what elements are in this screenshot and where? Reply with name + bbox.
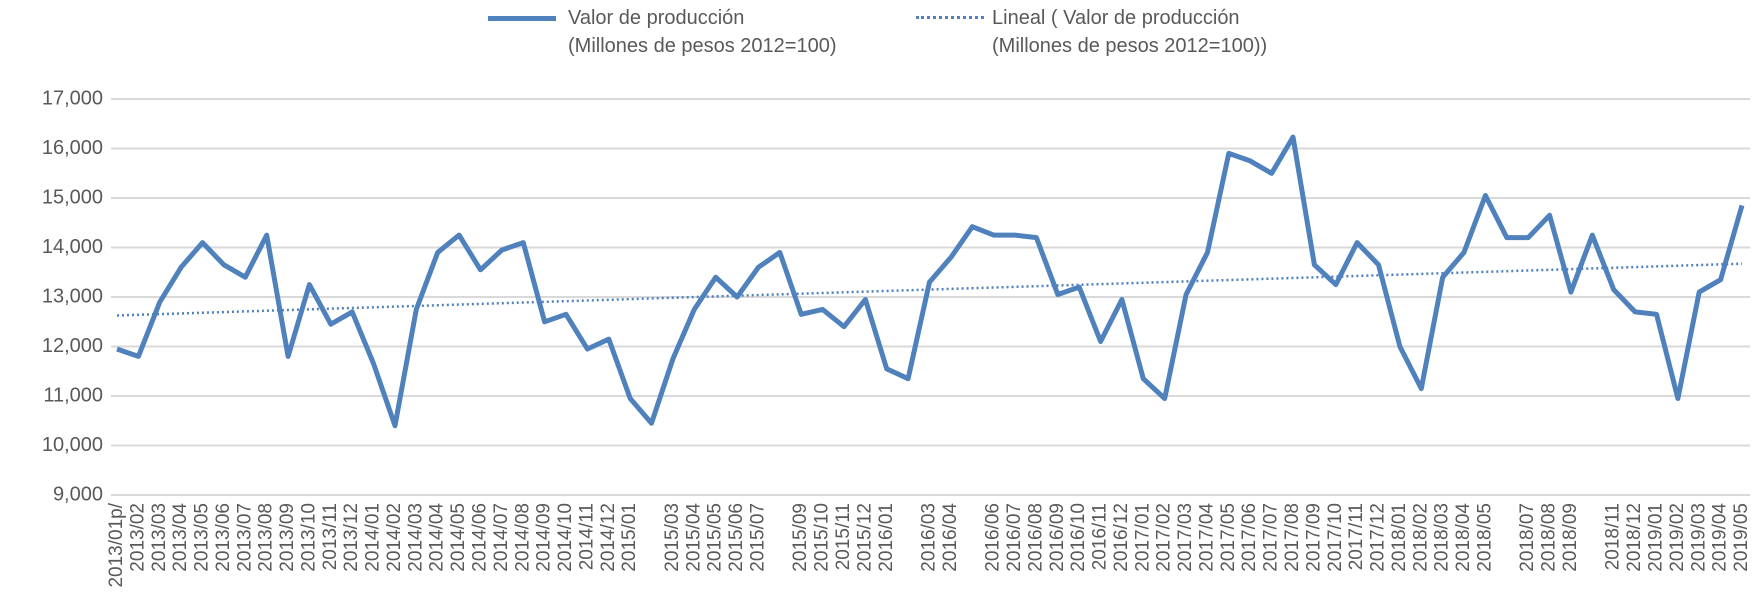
x-tick-label: 2018/07 [1517,503,1538,572]
series-line [116,134,1745,429]
x-tick-label: 2014/05 [448,503,469,572]
x-tick-label: 2015/09 [790,503,811,572]
x-tick-label: 2016/09 [1047,503,1068,572]
trend-line [116,262,1743,317]
x-tick-label: 2018/12 [1624,503,1645,572]
x-tick-label: 2017/05 [1218,503,1239,572]
x-tick-label: 2013/05 [192,503,213,572]
x-tick-label: 2018/09 [1560,503,1581,572]
x-tick-label: 2017/03 [1175,503,1196,572]
x-tick-label: 2013/02 [127,503,148,572]
legend-swatch [488,16,556,21]
x-tick-label: 2013/01p/ [106,502,127,587]
x-tick-label: 2014/10 [555,503,576,572]
x-tick-label: 2017/01 [1132,503,1153,572]
x-tick-label: 2014/04 [427,503,448,572]
x-tick-label: 2018/04 [1453,503,1474,572]
x-tick-label: 2017/07 [1261,503,1282,572]
x-tick-label: 2017/02 [1154,503,1175,572]
x-tick-label: 2017/06 [1239,503,1260,572]
x-tick-label: 2019/04 [1710,503,1731,572]
y-tick-label: 11,000 [43,384,103,406]
legend-label: Lineal ( Valor de producción (Millones d… [992,7,1268,57]
x-tick-label: 2016/12 [1111,503,1132,572]
x-tick-label: 2015/10 [812,503,833,572]
x-tick-label: 2018/03 [1432,503,1453,572]
x-tick-label: 2019/02 [1667,503,1688,572]
x-tick-label: 2014/09 [534,503,555,572]
x-tick-label: 2016/01 [876,503,897,572]
x-tick-label: 2013/06 [213,503,234,572]
x-tick-label: 2015/06 [726,503,747,572]
x-tick-label: 2016/04 [940,503,961,572]
x-tick-label: 2013/07 [234,503,255,572]
y-tick-label: 15,000 [42,186,103,208]
x-tick-label: 2015/07 [747,503,768,572]
x-tick-label: 2017/10 [1325,503,1346,572]
x-tick-label: 2013/09 [277,503,298,572]
x-tick-label: 2019/05 [1731,503,1752,572]
x-tick-label: 2014/01 [363,503,384,572]
x-tick-label: 2019/01 [1645,503,1666,572]
x-tick-label: 2018/01 [1389,503,1410,572]
y-tick-label: 13,000 [42,285,103,307]
x-tick-label: 2015/04 [683,503,704,572]
x-tick-label: 2015/03 [662,503,683,572]
x-tick-label: 2016/08 [1025,503,1046,572]
x-tick-label: 2014/11 [576,503,597,570]
y-tick-label: 17,000 [42,87,103,109]
y-tick-label: 16,000 [42,137,103,159]
x-tick-label: 2017/12 [1368,503,1389,572]
x-tick-label: 2019/03 [1688,503,1709,572]
x-tick-label: 2016/07 [1004,503,1025,572]
x-tick-label: 2017/11 [1346,503,1367,570]
x-tick-label: 2014/08 [512,503,533,572]
x-tick-label: 2013/03 [149,503,170,572]
x-tick-label: 2017/04 [1196,503,1217,572]
x-tick-label: 2016/06 [983,503,1004,572]
x-tick-label: 2017/08 [1282,503,1303,572]
x-tick-label: 2016/03 [919,503,940,572]
x-tick-label: 2016/11 [1090,503,1111,570]
x-tick-label: 2016/10 [1068,503,1089,572]
x-tick-label: 2013/12 [341,503,362,572]
legend-label: Valor de producción (Millones de pesos 2… [568,7,837,57]
x-tick-label: 2018/11 [1603,503,1624,570]
x-tick-label: 2014/07 [491,503,512,572]
x-tick-label: 2013/10 [298,503,319,572]
x-tick-label: 2013/11 [320,503,341,570]
x-tick-label: 2015/05 [705,503,726,572]
x-tick-label: 2013/04 [170,503,191,572]
y-tick-label: 9,000 [53,483,103,505]
x-tick-label: 2018/05 [1474,503,1495,572]
x-tick-label: 2013/08 [256,503,277,572]
x-tick-label: 2018/02 [1410,503,1431,572]
x-tick-label: 2014/02 [384,503,405,572]
x-tick-label: 2018/08 [1539,503,1560,572]
x-tick-label: 2017/09 [1303,503,1324,572]
x-tick-label: 2015/01 [619,503,640,572]
x-tick-label: 2014/12 [598,503,619,572]
y-tick-label: 10,000 [42,434,103,456]
x-tick-label: 2015/11 [833,503,854,570]
y-tick-label: 12,000 [42,335,103,357]
legend-swatch [916,16,984,19]
y-tick-label: 14,000 [42,236,103,258]
x-tick-label: 2015/12 [854,503,875,572]
x-tick-label: 2014/06 [470,503,491,572]
x-tick-label: 2014/03 [405,503,426,572]
